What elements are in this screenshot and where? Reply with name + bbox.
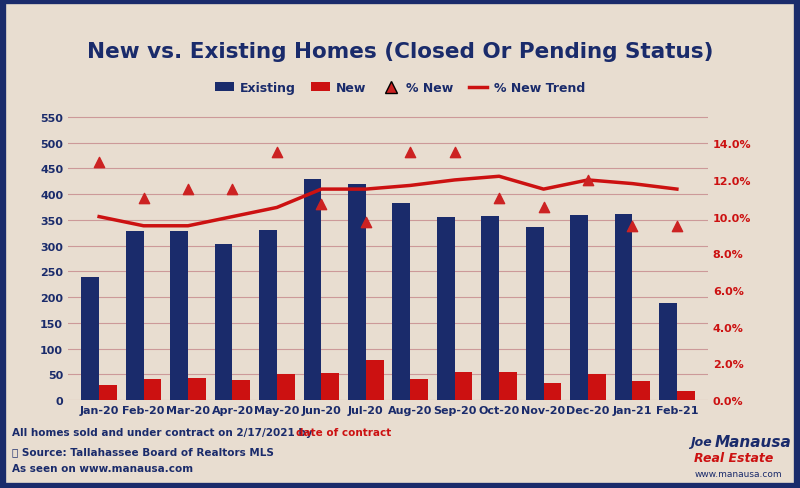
Bar [366, 360, 383, 400]
Bar [188, 379, 206, 400]
% New [582, 177, 594, 184]
Bar [170, 232, 188, 400]
Bar [410, 380, 428, 400]
Bar [633, 381, 650, 400]
Bar [259, 231, 277, 400]
% New Trend [272, 205, 282, 211]
Bar [143, 380, 162, 400]
% New Trend [228, 214, 238, 220]
Line: % New Trend: % New Trend [99, 177, 677, 226]
Bar [322, 373, 339, 400]
% New Trend [361, 187, 370, 193]
% New [359, 219, 372, 226]
Bar [303, 179, 322, 400]
Bar [570, 215, 588, 400]
Bar [454, 372, 473, 400]
Bar [543, 383, 562, 400]
Bar [82, 278, 99, 400]
Bar [588, 374, 606, 400]
% New [226, 186, 239, 194]
% New Trend [406, 183, 415, 189]
Text: New vs. Existing Homes (Closed Or Pending Status): New vs. Existing Homes (Closed Or Pendin… [86, 42, 714, 62]
% New [182, 186, 194, 194]
Bar [677, 391, 694, 400]
Bar [99, 385, 117, 400]
Bar [214, 244, 233, 400]
Text: Joe: Joe [690, 435, 711, 448]
Bar [482, 216, 499, 400]
% New [493, 195, 506, 203]
% New Trend [138, 224, 148, 229]
% New Trend [628, 181, 638, 187]
% New Trend [538, 187, 548, 193]
Text: All homes sold and under contract on 2/17/2021 by: All homes sold and under contract on 2/1… [12, 427, 316, 437]
% New Trend [94, 214, 104, 220]
% New [448, 149, 461, 157]
% New [93, 158, 106, 166]
Bar [437, 218, 454, 400]
Bar [277, 374, 294, 400]
% New [626, 223, 639, 230]
Bar [526, 227, 543, 400]
Text: www.manausa.com: www.manausa.com [694, 469, 782, 478]
Text: Real Estate: Real Estate [694, 451, 774, 464]
Text: Ⓢ Source: Tallahassee Board of Realtors MLS: Ⓢ Source: Tallahassee Board of Realtors … [12, 447, 274, 456]
% New [670, 223, 683, 230]
Bar [126, 232, 143, 400]
% New [404, 149, 417, 157]
Text: date of contract: date of contract [296, 427, 391, 437]
% New [537, 204, 550, 212]
Bar [499, 372, 517, 400]
Bar [659, 304, 677, 400]
Text: As seen on www.manausa.com: As seen on www.manausa.com [12, 464, 193, 473]
% New Trend [672, 187, 682, 193]
% New Trend [317, 187, 326, 193]
Legend: Existing, New, % New, % New Trend: Existing, New, % New, % New Trend [210, 77, 590, 100]
% New Trend [494, 174, 504, 180]
% New Trend [183, 224, 193, 229]
Bar [393, 204, 410, 400]
% New [137, 195, 150, 203]
Bar [348, 184, 366, 400]
% New [315, 201, 328, 208]
Text: Manausa: Manausa [714, 434, 791, 449]
Bar [233, 381, 250, 400]
% New Trend [450, 178, 459, 183]
Bar [614, 214, 633, 400]
% New Trend [583, 178, 593, 183]
% New [270, 149, 283, 157]
